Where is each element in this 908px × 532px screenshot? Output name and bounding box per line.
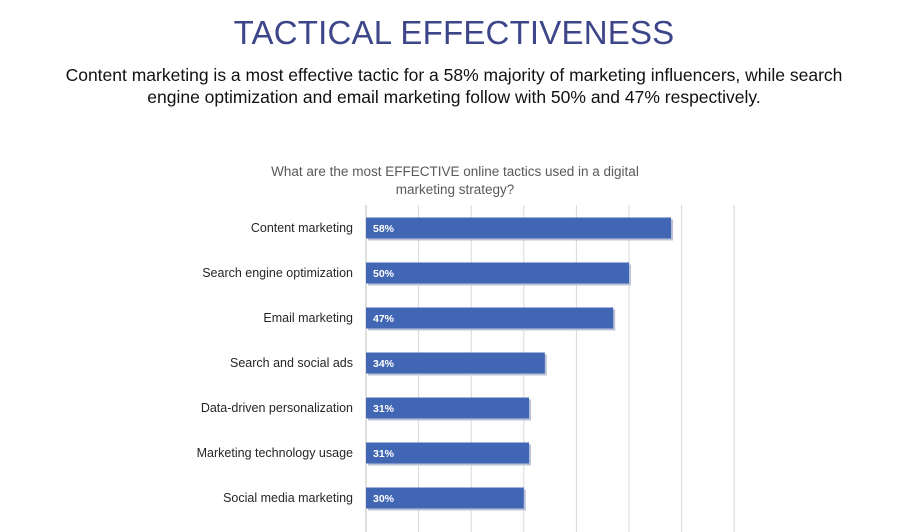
category-label: Search and social ads <box>230 356 353 370</box>
bar <box>366 217 672 239</box>
category-label: Social media marketing <box>223 491 353 505</box>
chart-category-labels: Content marketing Search engine optimizat… <box>197 221 353 505</box>
page-subtitle: Content marketing is a most effective ta… <box>65 65 843 107</box>
bar-value-label: 30% <box>373 493 395 505</box>
bar <box>366 397 530 419</box>
bar-value-label: 47% <box>373 313 395 325</box>
chart-title: What are the most EFFECTIVE online tacti… <box>271 164 639 197</box>
bar <box>366 442 530 464</box>
bar-value-label: 31% <box>373 448 395 460</box>
bar <box>366 352 545 374</box>
category-label: Marketing technology usage <box>197 446 353 460</box>
bar <box>366 307 614 329</box>
page-title: TACTICAL EFFECTIVENESS <box>233 14 675 51</box>
category-label: Content marketing <box>251 221 353 235</box>
bar-value-label: 50% <box>373 268 395 280</box>
category-label: Search engine optimization <box>202 266 353 280</box>
category-label: Data-driven personalization <box>201 401 353 415</box>
bar <box>366 262 629 284</box>
bar-value-label: 31% <box>373 403 395 415</box>
bar <box>366 487 524 509</box>
bar-value-label: 34% <box>373 358 395 370</box>
bar-value-label: 58% <box>373 223 395 235</box>
category-label: Email marketing <box>263 311 353 325</box>
chart-bars: 58% 50% 47% 34% 31% 31% 30% <box>366 217 674 511</box>
